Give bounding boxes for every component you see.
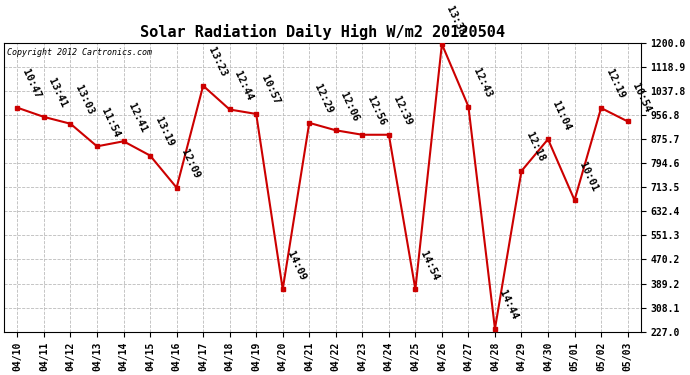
Text: 12:44: 12:44 <box>233 69 255 102</box>
Text: 12:56: 12:56 <box>365 95 387 128</box>
Text: 14:54: 14:54 <box>418 249 440 282</box>
Text: 10:01: 10:01 <box>578 160 600 193</box>
Text: 11:04: 11:04 <box>551 99 573 132</box>
Text: 12:09: 12:09 <box>179 148 201 180</box>
Text: 14:09: 14:09 <box>286 249 308 282</box>
Text: 12:39: 12:39 <box>391 95 414 128</box>
Text: 10:47: 10:47 <box>20 68 42 100</box>
Title: Solar Radiation Daily High W/m2 20120504: Solar Radiation Daily High W/m2 20120504 <box>140 24 505 40</box>
Text: 11:54: 11:54 <box>99 106 122 139</box>
Text: 12:41: 12:41 <box>126 101 148 134</box>
Text: 12:19: 12:19 <box>604 68 626 100</box>
Text: 13:23: 13:23 <box>206 46 228 78</box>
Text: Copyright 2012 Cartronics.com: Copyright 2012 Cartronics.com <box>8 48 152 57</box>
Text: 14:44: 14:44 <box>497 289 520 321</box>
Text: 12:06: 12:06 <box>338 90 361 123</box>
Text: 12:18: 12:18 <box>524 131 546 164</box>
Text: 13:38: 13:38 <box>444 4 467 37</box>
Text: 12:29: 12:29 <box>312 83 334 116</box>
Text: 12:43: 12:43 <box>471 66 493 99</box>
Text: 13:19: 13:19 <box>152 116 175 148</box>
Text: 13:41: 13:41 <box>47 77 69 110</box>
Text: 10:57: 10:57 <box>259 74 281 106</box>
Text: 13:03: 13:03 <box>73 84 95 116</box>
Text: 10:54: 10:54 <box>630 81 653 114</box>
